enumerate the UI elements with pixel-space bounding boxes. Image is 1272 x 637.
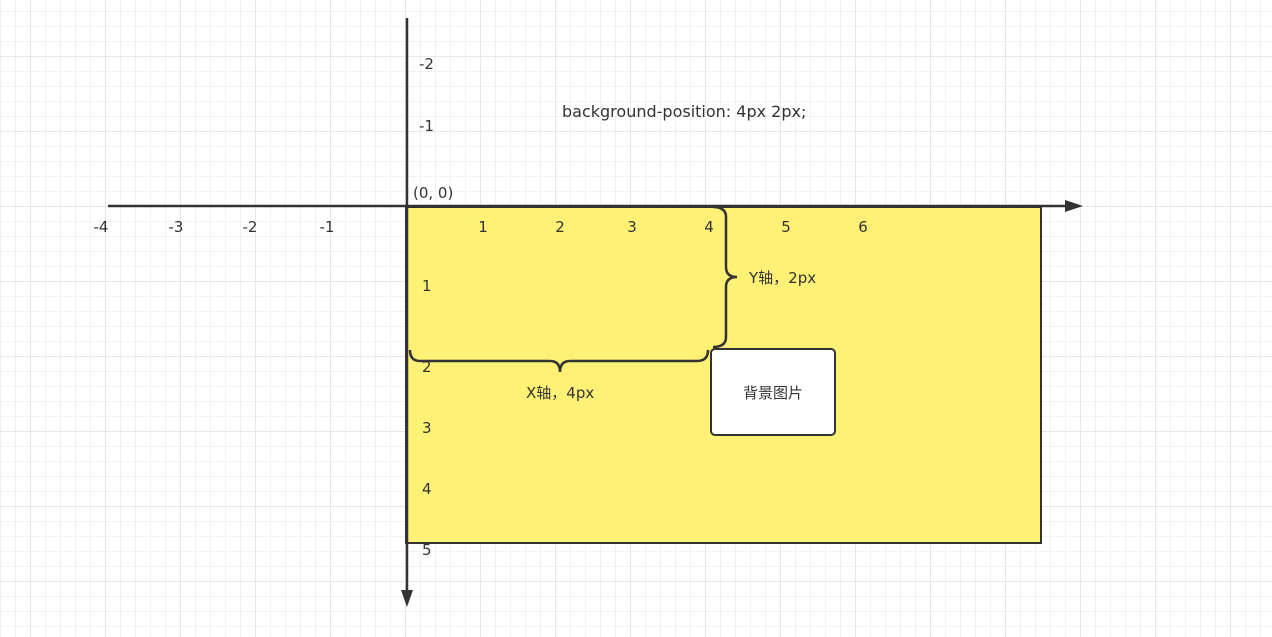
y-tick-label: -1 xyxy=(419,117,434,135)
x-axis-arrow xyxy=(1065,200,1083,212)
origin-label: (0, 0) xyxy=(413,184,454,202)
y-tick-label: 2 xyxy=(422,358,432,376)
x-tick-label: 5 xyxy=(781,218,791,236)
x-tick-label: 6 xyxy=(858,218,868,236)
x-tick-label: 2 xyxy=(555,218,565,236)
x-tick-label: -2 xyxy=(242,218,258,236)
x-offset-label: X轴，4px xyxy=(526,384,595,402)
y-axis-arrow xyxy=(401,590,413,607)
x-tick-label: -1 xyxy=(319,218,335,236)
y-tick-label: 1 xyxy=(422,277,432,295)
background-image-box: 背景图片 xyxy=(710,348,836,436)
x-tick-label: 3 xyxy=(627,218,637,236)
y-tick-label: 4 xyxy=(422,480,432,498)
css-declaration-label: background-position: 4px 2px; xyxy=(562,102,807,121)
y-offset-brace xyxy=(712,205,738,349)
y-tick-label: -2 xyxy=(419,55,434,73)
x-offset-brace xyxy=(408,349,710,373)
x-tick-label: 4 xyxy=(704,218,714,236)
x-tick-label: -4 xyxy=(93,218,109,236)
y-tick-label: 5 xyxy=(422,541,432,559)
y-offset-label: Y轴，2px xyxy=(749,269,817,287)
x-tick-label: -3 xyxy=(168,218,184,236)
x-tick-label: 1 xyxy=(478,218,488,236)
y-tick-label: 3 xyxy=(422,419,432,437)
background-image-label: 背景图片 xyxy=(742,383,803,402)
